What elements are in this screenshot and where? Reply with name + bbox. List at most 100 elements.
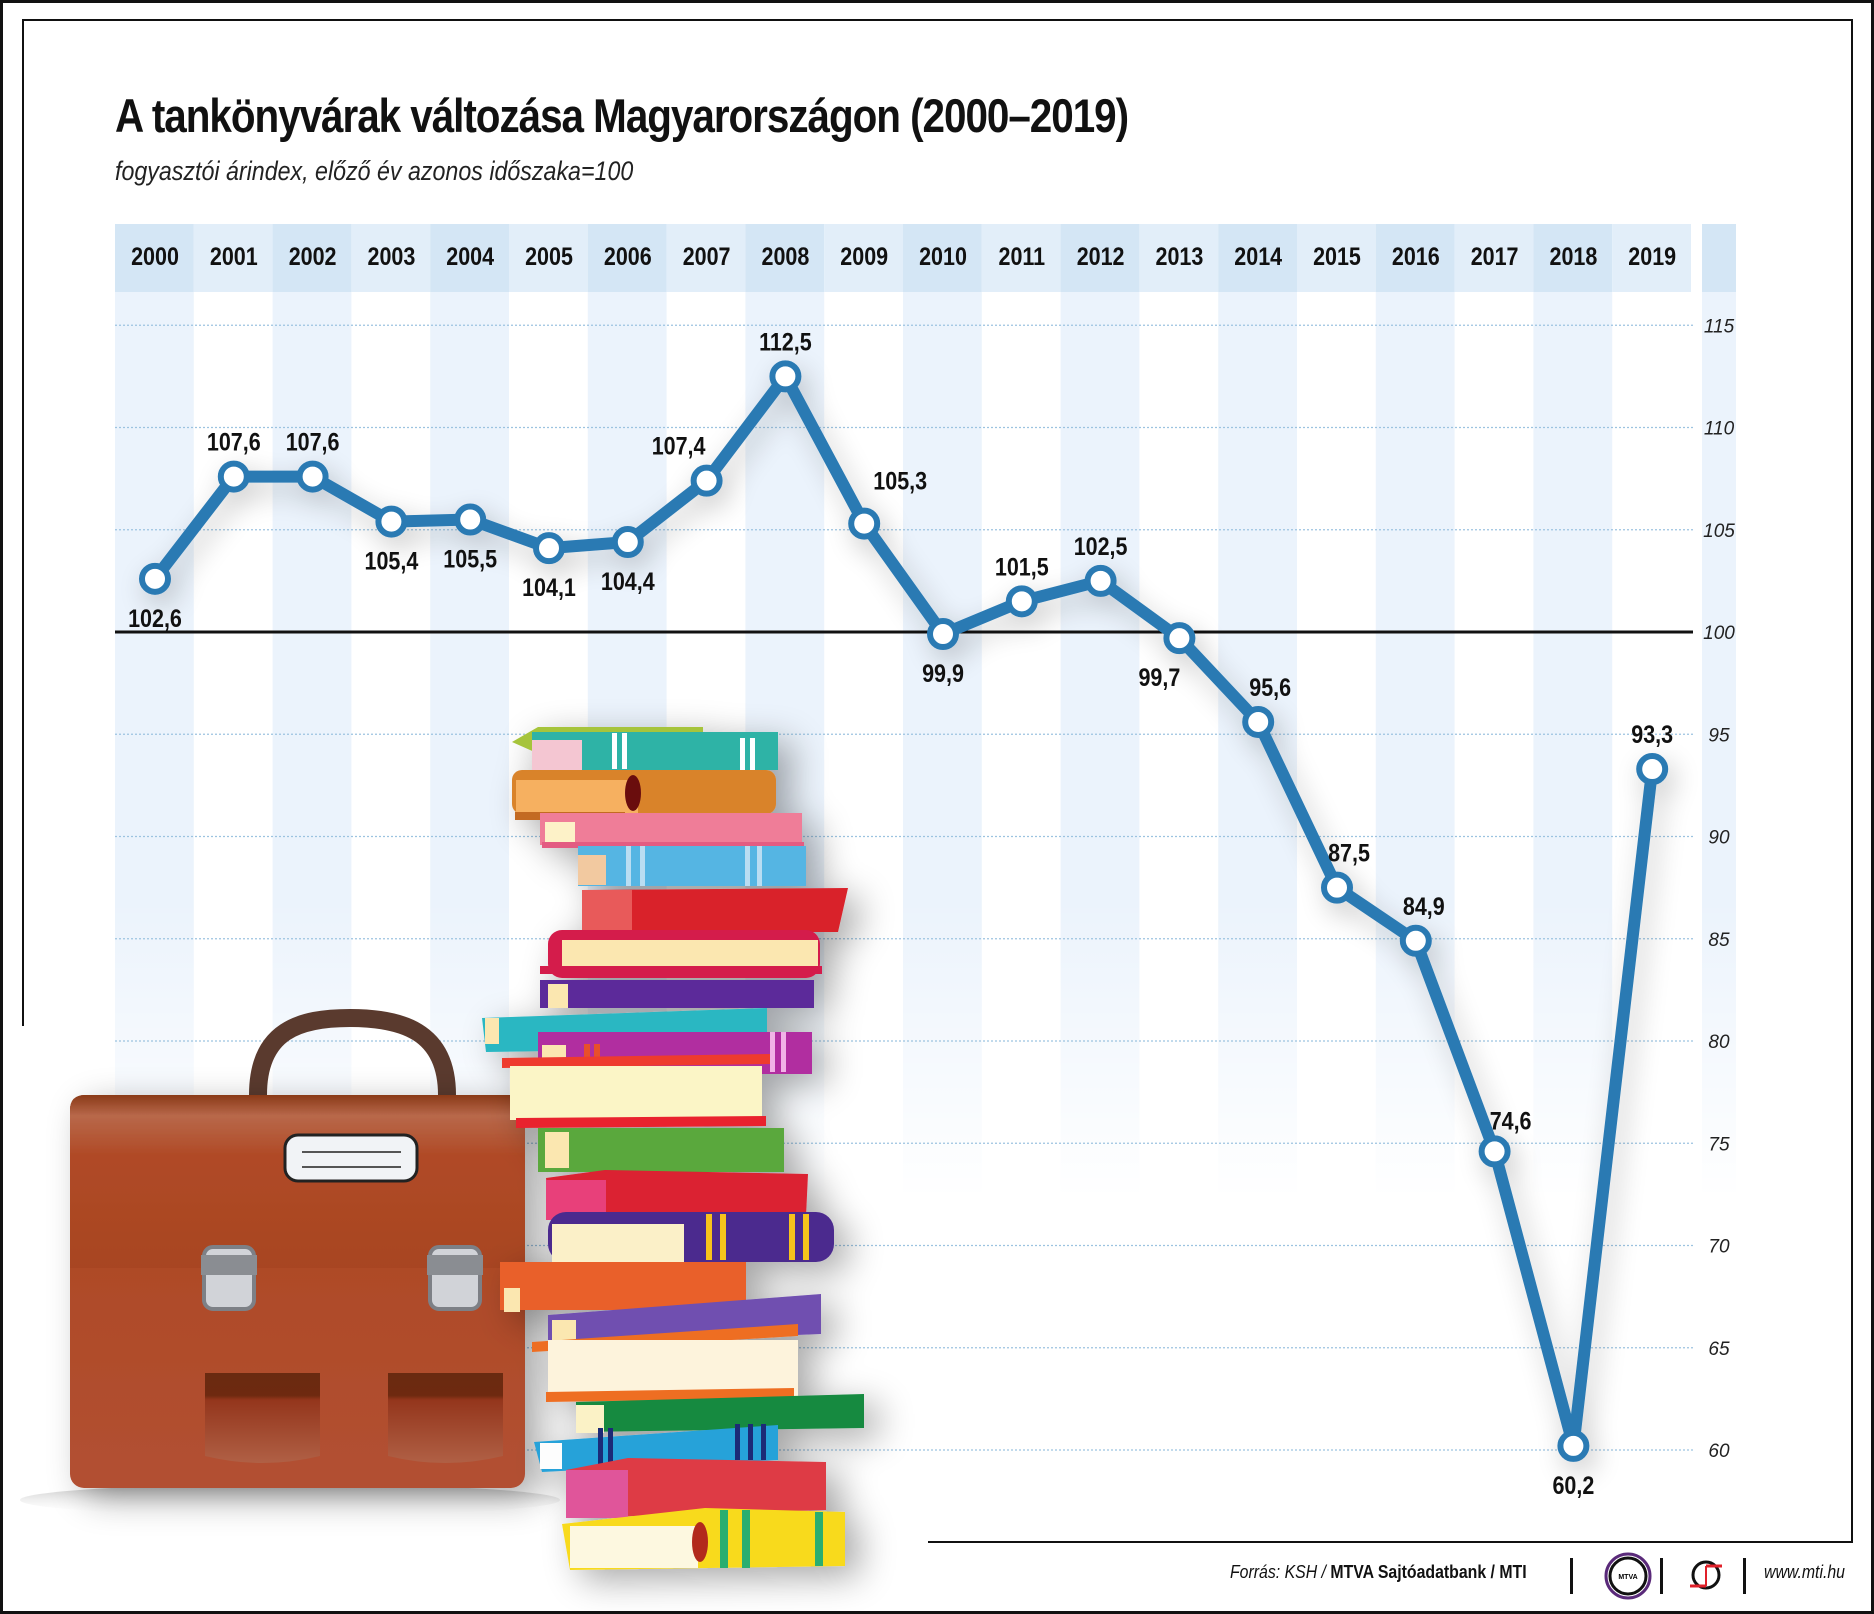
year-label: 2003 <box>368 242 416 270</box>
year-header-cell <box>1060 224 1140 292</box>
year-label: 2004 <box>446 242 494 270</box>
y-tick-label: 90 <box>1708 828 1730 849</box>
year-header-cell <box>824 224 903 292</box>
data-label: 60,2 <box>1552 1471 1594 1499</box>
year-header-cell <box>115 224 194 292</box>
year-header-cell <box>1454 224 1534 292</box>
y-tick-label: 110 <box>1704 419 1735 440</box>
data-point-marker[interactable] <box>1163 622 1196 655</box>
data-label: 112,5 <box>759 328 812 356</box>
data-point-marker[interactable] <box>533 532 565 565</box>
data-label: 107,4 <box>652 432 706 460</box>
frame-line-right <box>1851 19 1853 1543</box>
year-header: 2000 2001 2002 2003 2004 2005 2006 2007 2008 2009… <box>131 242 1676 270</box>
year-header-cell <box>351 224 431 292</box>
year-header-cell <box>430 224 509 292</box>
year-label: 2012 <box>1077 242 1125 270</box>
data-point-marker[interactable] <box>1242 705 1275 738</box>
year-label: 2011 <box>998 242 1045 270</box>
y-tick-label: 75 <box>1708 1134 1730 1155</box>
data-point-marker[interactable] <box>217 460 250 493</box>
year-label: 2017 <box>1471 242 1519 270</box>
year-header-cell <box>745 224 825 292</box>
column-bands <box>100 224 1750 1200</box>
data-point-marker[interactable] <box>1399 924 1432 957</box>
data-point-marker[interactable] <box>927 618 959 651</box>
data-point-marker[interactable] <box>1321 871 1353 904</box>
clasp-left <box>201 1245 257 1311</box>
y-tick-label: 115 <box>1704 316 1735 337</box>
year-header-cell <box>1612 224 1691 292</box>
year-label: 2007 <box>683 242 731 270</box>
data-point-marker[interactable] <box>1557 1429 1590 1462</box>
data-label: 87,5 <box>1328 839 1370 867</box>
y-tick-label: 95 <box>1708 725 1730 746</box>
y-tick-label: 60 <box>1708 1441 1730 1462</box>
year-label: 2018 <box>1550 242 1598 270</box>
data-point-marker[interactable] <box>139 562 171 595</box>
data-label: 102,5 <box>1074 532 1128 560</box>
frame-line-left <box>22 19 24 1026</box>
gridlines <box>115 324 1693 1451</box>
data-point-marker[interactable] <box>690 464 723 497</box>
mtva-logo: MTVA <box>1604 1552 1652 1600</box>
data-point-marker[interactable] <box>1084 564 1117 597</box>
y-tick-label: 105 <box>1703 521 1735 542</box>
data-label: 105,4 <box>365 547 419 575</box>
data-point-marker[interactable] <box>769 360 802 393</box>
footer-separator <box>1660 1558 1663 1594</box>
website-link[interactable]: www.mti.hu <box>1764 1562 1845 1582</box>
y-axis-labels: 115 110 105 100 95 90 85 80 75 70 65 60 <box>1703 316 1735 1462</box>
year-header-cell <box>1218 224 1297 292</box>
year-label: 2016 <box>1392 242 1440 270</box>
year-label: 2000 <box>131 242 179 270</box>
data-point-marker[interactable] <box>454 503 487 536</box>
data-label: 84,9 <box>1403 892 1445 920</box>
data-point-marker[interactable] <box>611 526 644 559</box>
data-label: 105,5 <box>443 545 497 573</box>
data-point-marker[interactable] <box>1636 753 1669 786</box>
data-point-marker[interactable] <box>375 505 408 538</box>
data-labels: 102,6 107,6 107,6 105,4 105,5 104,1 104,4 107,4… <box>128 328 1673 1499</box>
data-label: 74,6 <box>1490 1107 1532 1135</box>
data-point-marker[interactable] <box>1005 585 1038 618</box>
y-tick-label: 100 <box>1703 623 1735 644</box>
frame-line-top <box>22 19 1853 21</box>
data-label: 101,5 <box>995 553 1049 581</box>
year-header-cell <box>587 224 667 292</box>
page-title: A tankönyvárak változása Magyarországon … <box>115 89 1129 142</box>
data-label: 104,1 <box>522 574 576 602</box>
clasp-right <box>427 1245 483 1311</box>
year-label: 2009 <box>840 242 888 270</box>
year-header-cell <box>981 224 1061 292</box>
data-label: 95,6 <box>1249 673 1291 701</box>
footer-separator <box>1570 1558 1573 1594</box>
data-label: 99,9 <box>922 660 964 688</box>
data-label: 105,3 <box>873 467 927 495</box>
year-header-cell <box>1297 224 1376 292</box>
data-label: 99,7 <box>1138 664 1180 692</box>
year-header-cell <box>509 224 588 292</box>
svg-text:MTVA: MTVA <box>1618 1574 1637 1581</box>
source-prefix: Forrás: KSH / <box>1230 1562 1331 1582</box>
mti-logo <box>1690 1560 1722 1590</box>
year-header-cell <box>1533 224 1613 292</box>
year-label: 2001 <box>210 242 258 270</box>
book-stack-illustration <box>482 727 864 1570</box>
data-label: 93,3 <box>1631 720 1673 748</box>
data-label: 107,6 <box>207 428 261 456</box>
data-label: 102,6 <box>128 604 182 632</box>
year-header-cell <box>1375 224 1455 292</box>
year-label: 2008 <box>762 242 810 270</box>
year-label: 2005 <box>525 242 573 270</box>
source-credit: Forrás: KSH / MTVA Sajtóadatbank / MTI <box>1230 1562 1527 1583</box>
frame-line-bottom <box>928 1541 1853 1543</box>
year-header-cell <box>193 224 273 292</box>
year-header-cell <box>903 224 982 292</box>
data-point-marker[interactable] <box>296 460 329 493</box>
data-point-marker[interactable] <box>848 507 881 540</box>
year-header-cell <box>272 224 352 292</box>
briefcase-illustration <box>20 1008 560 1516</box>
data-point-marker[interactable] <box>1478 1135 1511 1168</box>
